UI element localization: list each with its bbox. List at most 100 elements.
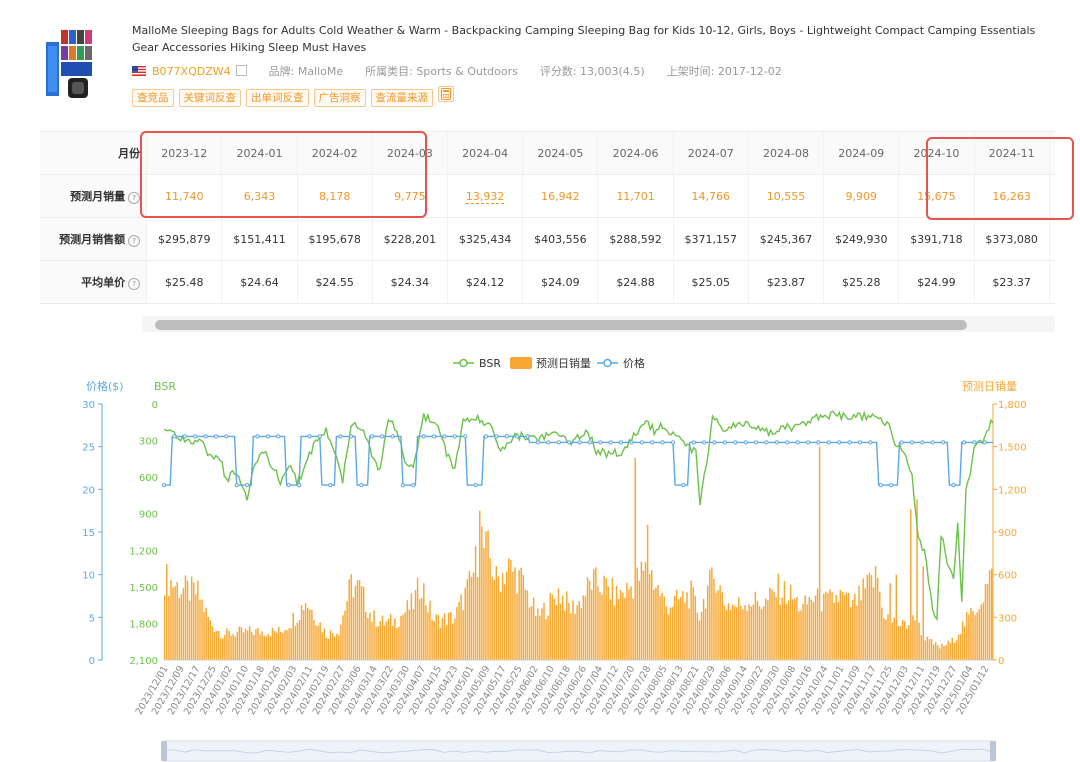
sales-bar [445, 625, 448, 660]
price-cell: $23.37 [974, 260, 1050, 304]
price-point [400, 483, 405, 488]
sales-bar [696, 612, 699, 660]
sales-bar [725, 609, 728, 660]
sales-bar [630, 586, 632, 660]
sales-bar [700, 612, 703, 660]
sales-bar [928, 639, 931, 660]
sales-bar [505, 571, 508, 660]
bsr-tick-label: 1,200 [129, 546, 158, 557]
sales-bar [201, 599, 203, 660]
sales-bar [464, 587, 466, 660]
sales-bar [406, 600, 408, 660]
sales-bar [336, 633, 338, 660]
sales-bar [555, 605, 558, 660]
price-tick-label: 10 [82, 571, 95, 582]
revenue-cell: $249,930 [823, 217, 900, 261]
sales-bar [651, 570, 653, 660]
sales-bar [717, 590, 719, 660]
price-point [380, 434, 385, 439]
sales-bar [302, 610, 305, 660]
sales-bar [271, 627, 274, 660]
product-thumbnail[interactable] [46, 28, 102, 100]
external-link-icon[interactable] [235, 65, 247, 76]
sales-bar [767, 600, 769, 660]
sales-bar [253, 635, 255, 660]
keyword-reverse-button[interactable]: 关键词反查 [178, 89, 241, 107]
units-cell: 11,740 [146, 174, 223, 218]
sales-bar [576, 605, 578, 660]
price-tick-label: 5 [89, 613, 95, 624]
calculator-icon[interactable] [438, 86, 454, 102]
sales-bar [491, 576, 493, 660]
sales-bar [597, 586, 599, 660]
sales-bar [893, 617, 895, 660]
price-point [328, 483, 333, 488]
price-cell: $24.34 [372, 260, 449, 304]
sales-bar [905, 628, 908, 660]
sales-bar [885, 619, 887, 660]
sales-bar [466, 579, 469, 660]
sales-bar [727, 603, 730, 660]
price-point [878, 483, 883, 488]
sales-bar [945, 644, 947, 660]
sales-bar [910, 509, 912, 660]
sales-tick-label: 300 [998, 613, 1017, 624]
price-point [702, 440, 707, 445]
sales-bar [657, 584, 659, 660]
sales-bar [593, 569, 595, 660]
month-cell: 2024-06 [597, 132, 674, 175]
bsr-tick-label: 300 [139, 437, 158, 448]
sales-bar [425, 605, 427, 660]
sales-bar [551, 594, 554, 660]
sales-bar [226, 628, 228, 660]
sales-bar [174, 586, 176, 660]
ad-insight-button[interactable]: 广告洞察 [313, 89, 366, 107]
competitor-button[interactable]: 查竞品 [132, 89, 174, 107]
legend-bsr-marker [459, 358, 468, 368]
help-icon[interactable]: ? [128, 235, 141, 247]
month-cell: 2024-07 [673, 132, 749, 175]
sales-bar [831, 592, 833, 660]
price-point [972, 440, 977, 445]
sales-bar [961, 621, 964, 660]
order-keyword-button[interactable]: 出单词反查 [246, 89, 309, 107]
asin-link[interactable]: B077XQDZW4 [152, 65, 231, 78]
price-point [754, 440, 759, 445]
units-cell: 9,775 [372, 174, 449, 218]
sales-bar [396, 628, 398, 660]
sales-bar [698, 620, 701, 660]
price-point [889, 483, 894, 488]
table-scrollbar-thumb[interactable] [155, 320, 967, 330]
sales-bar [265, 636, 268, 660]
sales-tick-label: 1,500 [998, 443, 1027, 454]
listed-date-text: 上架时间: 2017-12-02 [666, 65, 782, 78]
price-point [982, 440, 987, 445]
sales-bar [719, 585, 721, 660]
sales-bar [433, 621, 435, 660]
bsr-axis-title: BSR [154, 380, 176, 393]
sales-bar [932, 644, 935, 660]
traffic-source-button[interactable]: 查流量来源 [370, 89, 433, 107]
price-point [598, 440, 603, 445]
sales-bar [860, 600, 862, 660]
sales-bar [897, 626, 900, 660]
sales-bar [922, 566, 924, 660]
sales-bar [543, 603, 545, 660]
price-axis-title: 价格($) [86, 379, 124, 393]
sales-bar [605, 578, 607, 660]
price-point [348, 434, 354, 439]
sales-bar [452, 623, 454, 660]
sales-bar [949, 642, 951, 660]
sales-bar [729, 609, 732, 660]
sales-tick-label: 900 [998, 528, 1017, 539]
price-point [899, 440, 904, 445]
revenue-cell: $391,718 [898, 217, 975, 261]
help-icon[interactable]: ? [128, 192, 141, 204]
sales-bar [669, 607, 672, 660]
sales-bar [702, 598, 705, 660]
product-title[interactable]: MalloMe Sleeping Bags for Adults Cold We… [132, 24, 1036, 54]
help-icon[interactable]: ? [128, 278, 141, 290]
sales-bar [816, 588, 819, 660]
sales-bar [590, 589, 593, 660]
zoom-slider-preview [163, 748, 994, 754]
